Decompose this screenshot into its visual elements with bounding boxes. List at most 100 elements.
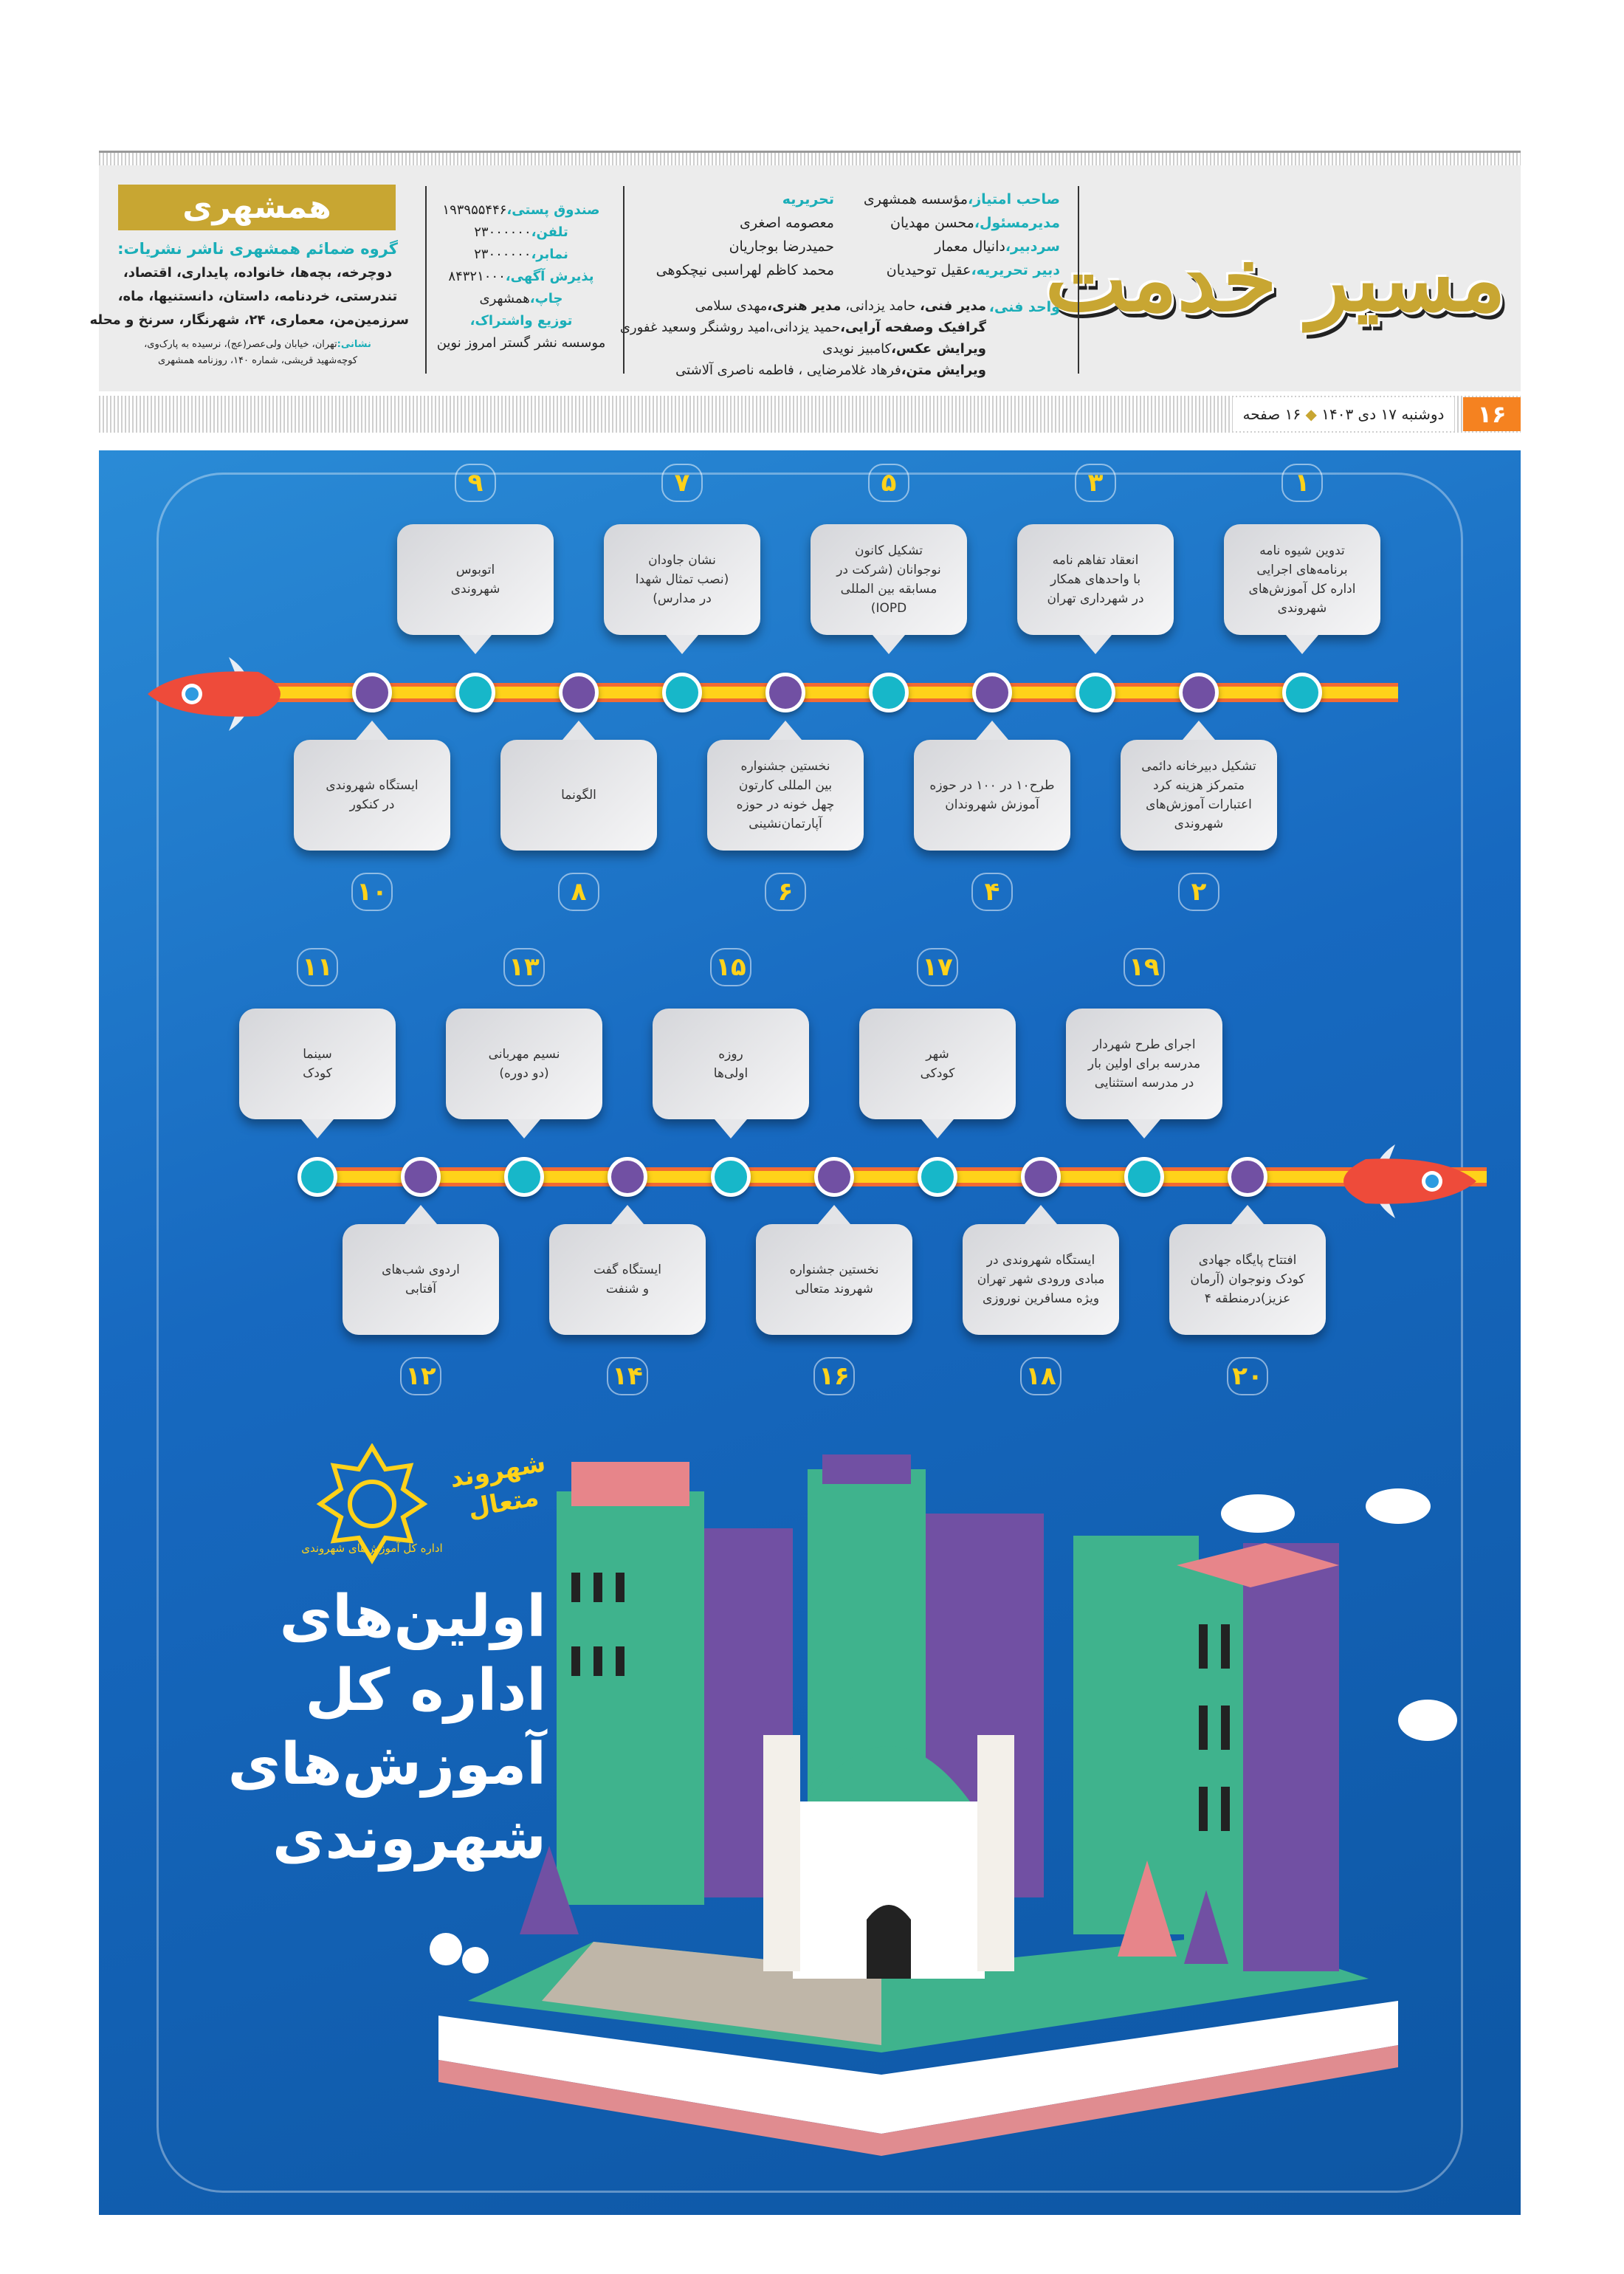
milestone-pointer	[301, 1119, 334, 1138]
staff-role: سردبیر،	[1005, 238, 1060, 255]
timeline-node	[297, 1157, 337, 1197]
milestone-number: ۷	[661, 464, 703, 502]
masthead: مسیر خدمت صاحب امتیاز،مؤسسه همشهری مدیرمس…	[89, 165, 1521, 391]
editor-name: معصومه اصغری	[740, 215, 834, 231]
poster-title: اولین‌های اداره کل آموزش‌های شهروندی	[228, 1580, 546, 1875]
timeline-node	[1124, 1157, 1164, 1197]
contact-value: ۸۴۳۲۱۰۰۰	[448, 269, 506, 284]
milestone-pointer	[1231, 1205, 1264, 1224]
milestone-pointer	[1183, 721, 1215, 740]
page-number: ۱۶	[1463, 397, 1521, 431]
divider	[623, 186, 625, 374]
milestone-number: ۲	[1178, 873, 1219, 911]
milestone-pointer	[976, 721, 1008, 740]
milestone-pointer	[356, 721, 388, 740]
poster-title-line: اداره کل	[305, 1658, 546, 1724]
editorial-list: تحریریه معصومه اصغری حمیدرضا بوجاریان محمد…	[656, 188, 834, 282]
milestone-number: ۱۴	[607, 1357, 648, 1395]
timeline-node	[711, 1157, 751, 1197]
milestone-number: ۴	[971, 873, 1013, 911]
contact-label: تلفن،	[531, 224, 568, 240]
technical-names: فرهاد غلامرضایی ، فاطمه ناصری آلاشتی	[675, 363, 901, 378]
technical-names: حامد یزدانی،	[841, 298, 921, 314]
milestone-pointer	[405, 1205, 437, 1224]
poster-frame	[156, 473, 1463, 2193]
editorial-label: تحریریه	[782, 191, 834, 207]
rocket-icon	[1343, 1144, 1476, 1218]
milestone-number: ۱۲	[400, 1357, 441, 1395]
staff-role: صاحب امتیاز،	[968, 191, 1060, 207]
staff-name: مؤسسه همشهری	[863, 191, 968, 207]
milestone-pointer	[611, 1205, 644, 1224]
milestone-pointer	[562, 721, 595, 740]
milestone-number: ۳	[1075, 464, 1116, 502]
contact-value: همشهری	[479, 291, 530, 306]
address-line-1: تهران، خیابان ولی‌عصر(عج)، نرسیده به پار…	[144, 339, 337, 350]
address-label: نشانی:	[337, 339, 371, 350]
milestone-box: اردوی شب‌های آفتابی	[343, 1224, 499, 1335]
publication-list-line: سرزمین‌من، معماری، ۲۴، شهرنگار، سرنخ و م…	[89, 312, 409, 328]
timeline-node	[869, 673, 909, 712]
milestone-box: تشکیل دبیرخانه دائمی متمرکز هزینه کرد اع…	[1121, 740, 1277, 851]
milestone-pointer	[1128, 1119, 1160, 1138]
contact-line: چاپ،همشهری	[425, 288, 617, 310]
contact-label: پذیرش آگهی،	[505, 269, 594, 284]
contact-info: صندوق پستی،۱۹۳۹۵۵۴۴۶ تلفن،۲۳۰۰۰۰۰۰ نمابر،۲…	[425, 199, 617, 354]
milestone-number: ۲۰	[1227, 1357, 1268, 1395]
staff-role: دبیر تحریریه،	[971, 262, 1060, 278]
city-book-illustration	[430, 1454, 1457, 2156]
milestone-box: طرح۱۰ در ۱۰۰ در حوزه آموزش شهروندان	[914, 740, 1070, 851]
timeline-node	[1021, 1157, 1061, 1197]
milestone-box: تشکیل کانون نوجوانان (شرکت در مسابقه بین…	[811, 524, 967, 635]
technical-names: مهدی سلامی	[695, 298, 768, 314]
masthead-logo: مسیر خدمت	[1045, 228, 1506, 331]
milestone-box: انعقاد تفاهم نامه با واحدهای همکار در شه…	[1017, 524, 1174, 635]
timeline-node	[608, 1157, 647, 1197]
contact-line: موسسه نشر گستر امروز نوین	[425, 332, 617, 354]
date: دوشنبه ۱۷ دی ۱۴۰۳	[1321, 405, 1445, 423]
milestone-number: ۱۱	[297, 948, 338, 986]
milestone-box: ایستگاه شهروندی در کنکور	[294, 740, 450, 851]
timeline-node	[918, 1157, 957, 1197]
rocket-icon	[148, 657, 281, 731]
milestone-box: اتوبوس شهروندی	[397, 524, 554, 635]
timeline-node	[972, 673, 1012, 712]
technical-role: گرافیک وصفحه آرایی،	[840, 320, 986, 335]
poster-title-line: شهروندی	[272, 1805, 546, 1872]
milestone-number: ۱	[1281, 464, 1323, 502]
timeline-node	[814, 1157, 854, 1197]
milestone-box: افتتاح پایگاه جهادی کودک ونوجوان (آرمان …	[1169, 1224, 1326, 1335]
timeline-node	[455, 673, 495, 712]
technical-role: مدیر هنری،	[767, 298, 842, 314]
timeline-node	[352, 673, 392, 712]
milestone-box: ایستگاه شهروندی در مبادی ورودی شهر تهران…	[963, 1224, 1119, 1335]
technical-role: ویرایش عکس،	[891, 341, 986, 357]
technical-names: کامبیز نویدی	[822, 341, 892, 357]
staff-role: مدیرمسئول،	[974, 215, 1060, 231]
contact-value: ۱۹۳۹۵۵۴۴۶	[442, 202, 507, 218]
milestone-number: ۱۵	[710, 948, 751, 986]
milestone-box: نشان جاودان (نصب تمثال شهدا در مدارس)	[604, 524, 760, 635]
contact-line: نمابر،۲۳۰۰۰۰۰۰	[425, 244, 617, 266]
milestone-pointer	[1079, 635, 1112, 654]
timeline-node	[1282, 673, 1322, 712]
timeline-node	[765, 673, 805, 712]
timeline-band-2	[320, 1167, 1487, 1186]
staff-line: صاحب امتیاز،مؤسسه همشهری	[864, 188, 1060, 211]
staff-name: عقیل توحیدیان	[886, 262, 971, 278]
milestone-pointer	[666, 635, 698, 654]
timeline-node	[1228, 1157, 1267, 1197]
milestone-box: روزه اولی‌ها	[653, 1009, 809, 1119]
contact-label: صندوق پستی،	[506, 202, 600, 218]
milestone-pointer	[921, 1119, 954, 1138]
milestone-box: تدوین شیوه نامه برنامه‌های اجرایی اداره …	[1224, 524, 1380, 635]
timeline-node	[662, 673, 702, 712]
technical-names: حمید یزدانی،امید روشنگر وسعید غفوری	[619, 320, 841, 335]
milestone-number: ۱۳	[503, 948, 545, 986]
staff-line: دبیر تحریریه،عقیل توحیدیان	[864, 258, 1060, 282]
milestone-number: ۵	[868, 464, 909, 502]
contact-value: موسسه نشر گستر امروز نوین	[436, 335, 606, 351]
contact-label: نمابر،	[531, 247, 568, 262]
milestone-pointer	[769, 721, 802, 740]
milestone-number: ۱۶	[813, 1357, 855, 1395]
